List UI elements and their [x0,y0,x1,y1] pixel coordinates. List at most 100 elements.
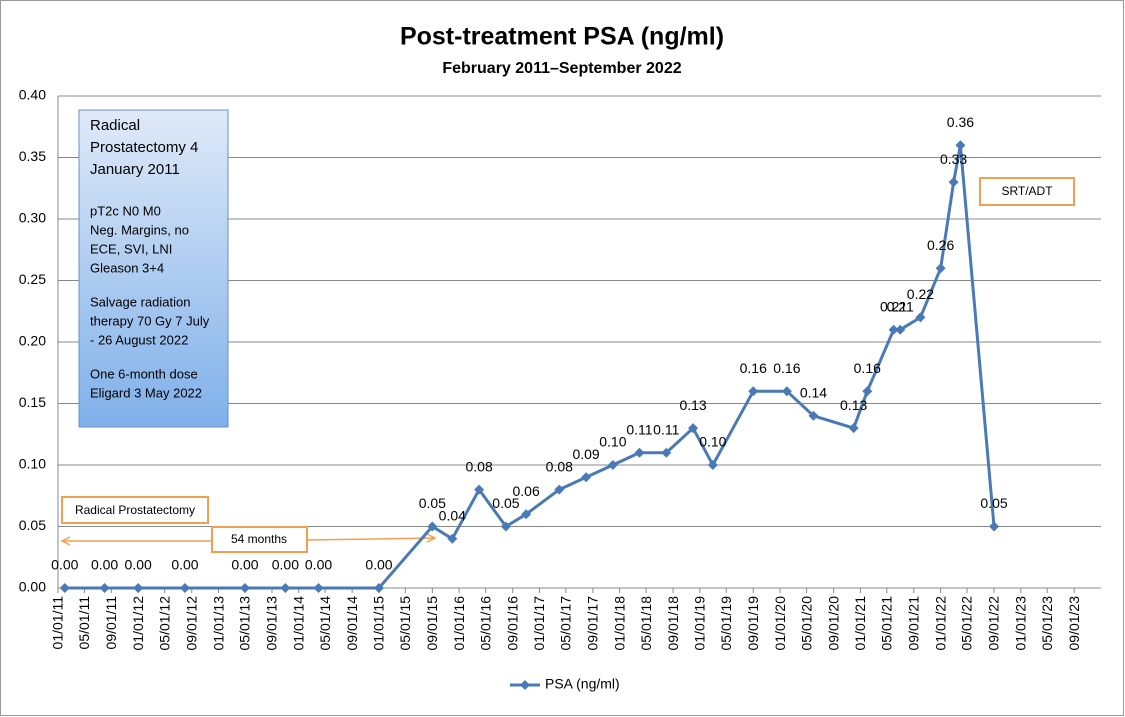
x-tick-label: 01/01/21 [852,596,868,651]
data-point [373,583,384,593]
x-tick-label: 05/01/15 [397,596,413,651]
plot-area: 0.00 0.05 0.10 0.15 0.20 0.25 0.30 0.35 0.40 01/0… [19,87,1101,651]
data-point [447,533,458,544]
y-tick-label: 0.00 [19,579,46,595]
x-tick-label: 01/01/20 [772,596,788,651]
data-point [179,583,190,593]
x-tick-label: 05/01/12 [156,596,172,651]
x-tick-label: 09/01/13 [264,596,280,651]
x-tick-label: 09/01/19 [745,596,761,651]
data-label: 0.13 [679,397,706,413]
data-point [521,509,532,520]
annotation: Radical Prostatectomy [75,503,195,517]
data-label: 0.00 [272,557,299,573]
x-tick-label: 09/01/22 [986,596,1002,651]
data-point [935,263,946,274]
data-label: 0.06 [512,483,539,499]
data-label: 0.00 [51,557,78,573]
x-tick-label: 05/01/16 [477,596,493,651]
data-point [581,472,592,483]
arrow-head [60,533,437,546]
x-tick-label: 05/01/21 [879,596,895,651]
x-tick-label: 01/01/15 [371,596,387,651]
data-point [607,460,618,470]
x-tick-label: 09/01/12 [183,596,199,651]
data-point [895,324,906,335]
note-text: ECE, SVI, LNI [90,241,172,256]
data-label: 0.11 [626,421,652,437]
x-tick-label: 05/01/14 [317,596,333,651]
chart-title: Post-treatment PSA (ng/ml) [400,23,724,51]
note-text: One 6-month dose [90,366,198,381]
note-text: Salvage radiation [90,294,190,309]
data-label: 0.22 [907,286,934,302]
data-label: 0.10 [599,434,626,450]
note-text: Prostatectomy 4 [90,139,198,156]
x-tick-label: 09/01/17 [585,596,601,651]
note-box [78,109,229,428]
note-text: pT2c N0 M0 [90,203,161,218]
data-label: 0.08 [465,458,492,474]
x-tick-label: 09/01/16 [504,596,520,651]
data-point [989,521,1000,532]
data-point [313,583,324,593]
data-point [427,521,438,532]
y-tick-label: 0.30 [19,210,46,226]
x-tick-label: 09/01/11 [103,596,119,650]
x-tick-label: 05/01/17 [558,596,574,651]
x-tick-label: 01/01/13 [210,596,226,651]
x-tick-label: 05/01/13 [237,596,253,651]
x-tick-label: 05/01/23 [1039,596,1055,651]
data-label: 0.16 [773,360,800,376]
arrow [306,537,435,541]
data-point [808,410,819,421]
x-tick-label: 01/01/19 [692,596,708,651]
x-tick-label: 09/01/15 [424,596,440,651]
data-label: 0.26 [927,237,954,253]
data-label: 0.21 [880,298,907,314]
data-label: 0.08 [546,458,573,474]
x-tick-label: 09/01/23 [1066,596,1082,651]
data-point [748,386,759,397]
y-tick-label: 0.05 [19,517,46,533]
legend-label: PSA (ng/ml) [545,676,620,692]
data-point [239,583,250,593]
annotation-box [211,526,308,553]
data-point [688,423,699,434]
data-point [955,140,966,151]
x-tick-label: 01/01/18 [611,596,627,651]
data-point [707,460,718,470]
data-point [59,583,70,593]
data-point [862,386,873,397]
x-tick-label: 09/01/21 [906,596,922,651]
data-label: 0.00 [91,557,118,573]
data-point [915,312,926,323]
data-point [888,324,899,335]
x-tick-label: 05/01/19 [718,596,734,651]
data-point [280,583,291,593]
data-label: 0.05 [492,495,519,511]
data-point [99,583,110,593]
note-text: Radical [90,117,140,134]
x-tick-label: 01/01/11 [50,596,66,650]
x-tick-label: 05/01/22 [959,596,975,651]
data-label: 0.16 [854,360,881,376]
x-tick-label: 01/01/22 [932,596,948,651]
y-tick-label: 0.15 [19,394,46,410]
data-label: 0.05 [980,495,1007,511]
data-label: 0.04 [439,508,466,524]
annotation: 54 months [231,532,287,546]
x-tick-label: 01/01/12 [130,596,146,651]
annotation-box [979,177,1075,206]
data-point [474,484,485,495]
data-point [500,521,511,532]
legend-marker [520,680,530,690]
data-label: 0.00 [365,557,392,573]
data-point [661,447,672,458]
data-point [133,583,144,593]
chart-subtitle: February 2011–September 2022 [442,60,681,77]
y-tick-label: 0.25 [19,271,46,287]
note-text: Eligard 3 May 2022 [90,385,202,400]
data-point [948,177,959,188]
